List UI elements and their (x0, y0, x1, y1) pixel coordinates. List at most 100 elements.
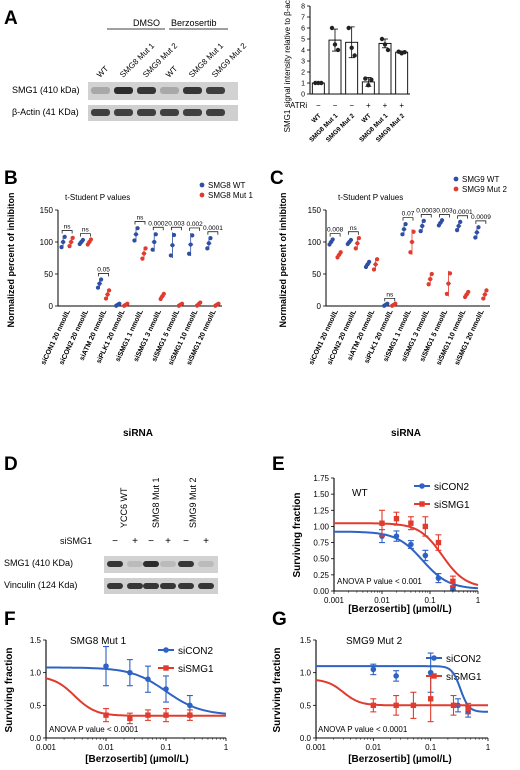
data-point (450, 702, 457, 709)
y-tick-label: 4 (301, 48, 305, 55)
y-tick-label: 3 (301, 59, 305, 66)
sirna-sign: + (165, 536, 171, 547)
actin-band (91, 109, 110, 116)
data-point (145, 712, 151, 718)
panel-letter-a: A (4, 8, 18, 29)
smg1-band (143, 561, 159, 567)
data-point (375, 257, 380, 262)
data-point (135, 226, 140, 231)
vinculin-band (160, 583, 176, 589)
data-point (422, 523, 429, 530)
chart-f-subtitle: SMG8 Mut 1 (70, 636, 127, 647)
data-point (370, 666, 377, 673)
significance-bracket (384, 297, 396, 302)
data-point (400, 232, 405, 237)
data-point (435, 539, 442, 546)
sirna-sign: − (183, 536, 189, 547)
sirna-sign: − (148, 536, 154, 547)
chart-f-legend-1: siCON2 (178, 646, 213, 657)
smg1-band (183, 87, 202, 94)
data-point (456, 223, 461, 229)
chart-f-annotation: ANOVA P value < 0.0001 (49, 725, 139, 734)
data-point (411, 229, 416, 234)
y-tick-label: 1.0 (300, 669, 312, 678)
chart-b-title: t-Student P values (65, 193, 130, 202)
y-tick-label: 7 (301, 15, 305, 22)
p-value-label: ns (64, 223, 72, 230)
treatment-sign: − (316, 101, 321, 110)
y-tick-label: 1.50 (313, 490, 329, 499)
data-point (393, 301, 398, 306)
treatment-sign: − (333, 101, 338, 110)
data-point (117, 301, 122, 306)
x-tick-label: 0.01 (366, 743, 382, 752)
data-point (145, 676, 151, 682)
sirna-sign: + (203, 536, 209, 547)
p-value-label: 0.002 (187, 221, 204, 228)
y-tick-label: 5 (301, 37, 305, 44)
actin-band (114, 109, 133, 116)
vinculin-band (143, 583, 159, 589)
vinculin-band (178, 583, 194, 589)
legend-marker (419, 483, 425, 489)
actin-band (160, 109, 179, 116)
treatment-sign: + (383, 101, 388, 110)
y-tick-label: 8 (301, 4, 305, 11)
significance-bracket (475, 220, 487, 224)
data-point (367, 259, 372, 264)
data-point (163, 686, 169, 692)
y-tick-label: 0.25 (313, 571, 329, 580)
row-label-actin: β-Actin (41 KDa) (12, 107, 79, 117)
chart-c-scatter: Normalized percent of inhibiton t-Studen… (278, 175, 507, 439)
p-value-label: 0.05 (97, 266, 110, 273)
smg1-band (127, 561, 143, 567)
data-point (332, 42, 338, 47)
fit-curve (316, 665, 488, 713)
x-tick-label: 1 (486, 743, 491, 752)
data-point (393, 515, 400, 522)
fit-curve (45, 677, 226, 717)
data-point (408, 520, 414, 526)
legend-marker (431, 673, 437, 679)
y-tick-label: 0 (317, 302, 322, 311)
smg1-band (160, 87, 179, 94)
data-point (482, 292, 487, 297)
significance-bracket (329, 233, 341, 237)
chart-g-legend-1: siCON2 (446, 654, 481, 665)
row-label-smg1-d: SMG1 (410 KDa) (4, 558, 73, 568)
y-tick-label: 0.5 (30, 701, 42, 710)
legend-marker (163, 665, 169, 671)
data-point (439, 218, 445, 223)
data-point (61, 239, 66, 245)
actin-band (183, 109, 202, 116)
data-point (427, 696, 434, 702)
x-tick-label: 0.001 (324, 596, 345, 605)
data-point (428, 277, 433, 282)
fit-curve (46, 666, 227, 715)
data-point (369, 77, 374, 82)
data-point (206, 241, 211, 246)
data-point (168, 253, 173, 258)
data-point (198, 300, 203, 305)
data-point (402, 50, 407, 55)
x-tick-label: 0.1 (425, 743, 437, 752)
sirna-sign: − (112, 536, 118, 547)
data-point (429, 271, 434, 277)
chart-e-legend-2: siSMG1 (434, 500, 470, 511)
data-point (133, 232, 139, 237)
p-value-label: 0.0001 (203, 225, 223, 232)
data-point (418, 229, 423, 234)
data-point (408, 250, 413, 255)
data-point (187, 702, 193, 709)
data-point (481, 296, 486, 301)
data-point (393, 673, 399, 679)
smg1-band (206, 87, 225, 94)
treatment-sign: + (366, 101, 371, 110)
data-point (171, 232, 177, 238)
data-point (329, 25, 335, 31)
data-point (393, 533, 400, 539)
chart-e-annotation: ANOVA P value < 0.001 (337, 577, 422, 586)
vinculin-band (198, 583, 214, 589)
significance-bracket (347, 231, 359, 235)
